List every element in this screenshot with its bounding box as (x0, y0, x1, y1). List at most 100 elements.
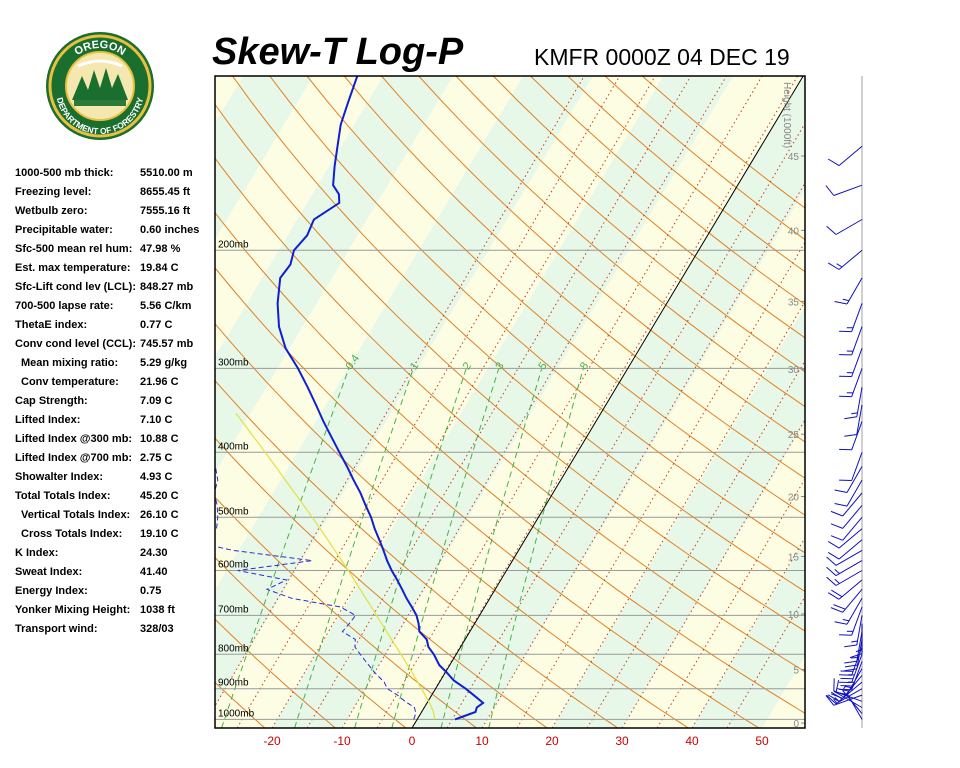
dry-adiabat-line (232, 76, 805, 593)
wind-barb-half-flag (842, 619, 850, 622)
dry-adiabat-line (0, 76, 124, 728)
index-row: Yonker Mixing Height: 1038 ft (15, 604, 215, 623)
wind-barb-staff (835, 560, 863, 577)
mixing-ratio-line (354, 368, 467, 728)
mixing-ratio-line (294, 368, 414, 728)
wind-barb-staff (842, 588, 863, 613)
index-label: Lifted Index @300 mb: (15, 433, 133, 445)
index-value: 26.10 C (140, 509, 179, 521)
wind-barb-half-flag (855, 649, 863, 653)
index-value: 0.60 inches (140, 224, 200, 236)
index-row: Est. max temperature: 19.84 C (15, 262, 215, 281)
wind-barb-staff (856, 387, 863, 417)
wind-barb (830, 516, 863, 541)
dry-adiabat-line (215, 618, 336, 728)
wind-barb-flag (844, 416, 857, 420)
index-row: Freezing level: 8655.45 ft (15, 186, 215, 205)
mixing-ratio-label: 3 (493, 360, 506, 372)
height-tick-label: 25 (788, 430, 800, 441)
dry-adiabat-line (343, 76, 805, 479)
index-row: 700-500 lapse rate: 5.56 C/km (15, 300, 215, 319)
dry-adiabat-line (215, 157, 805, 673)
wind-barb-flag (825, 185, 835, 196)
index-value: 328/03 (140, 623, 174, 635)
wind-barb (827, 579, 863, 600)
index-row: Mean mixing ratio: 5.29 g/kg (15, 357, 215, 376)
mixing-ratio-line (391, 368, 500, 728)
wind-barb (834, 598, 863, 625)
wind-barb (826, 219, 863, 235)
wind-barb-staff (842, 505, 863, 529)
dry-adiabat-line (215, 322, 689, 728)
wind-barb-staff (851, 348, 863, 377)
dry-adiabat-line (215, 496, 477, 728)
wind-barb (827, 539, 863, 560)
height-tick-label: 45 (788, 152, 800, 163)
index-value: 41.40 (140, 566, 168, 578)
wind-barb (839, 348, 863, 377)
index-value: 0.75 (140, 585, 162, 597)
dry-adiabat-line (306, 76, 805, 516)
wind-barb-staff (846, 277, 863, 305)
dry-adiabats (0, 76, 805, 728)
dry-adiabat-line (215, 437, 548, 728)
wind-barb (830, 588, 863, 613)
temperature-tick-label: 50 (755, 734, 769, 748)
index-value: 7555.16 ft (140, 205, 191, 217)
index-value: 8655.45 ft (140, 186, 191, 198)
wind-barb-half-flag (842, 298, 850, 302)
moist-adiabat-line (376, 76, 763, 728)
wind-barb-staff (856, 615, 863, 646)
isobar-label: 500mb (218, 506, 249, 517)
moist-adiabat-line (516, 241, 805, 728)
wind-barb (834, 466, 863, 493)
wind-barb-staff (835, 688, 863, 705)
wind-barb (844, 387, 863, 420)
index-label: Energy Index: (15, 585, 88, 597)
index-label: Est. max temperature: (15, 262, 131, 274)
wind-barb-flag (833, 604, 846, 610)
index-row: Energy Index: 0.75 (15, 585, 215, 604)
moist-adiabat-line (341, 76, 727, 728)
wind-barb-half-flag (836, 263, 843, 268)
moist-adiabat-line (551, 300, 805, 728)
index-value: 2.75 C (140, 452, 173, 464)
wind-barb (844, 615, 863, 648)
index-row: Wetbulb zero: 7555.16 ft (15, 205, 215, 224)
index-row: Sfc-500 mean rel hum: 47.98 % (15, 243, 215, 262)
wind-barb-flag (834, 301, 848, 305)
moist-adiabat-line (271, 76, 656, 728)
index-label: Wetbulb zero: (15, 205, 88, 217)
wind-barb-staff (838, 528, 863, 549)
wind-barb-staff (851, 661, 863, 690)
temperature-band (832, 76, 960, 728)
index-value: 24.30 (140, 547, 168, 559)
dry-adiabat-line (418, 76, 805, 408)
index-row: K Index: 24.30 (15, 547, 215, 566)
index-label: Mean mixing ratio: (21, 357, 119, 369)
moist-adiabat-line (656, 477, 805, 728)
wind-barb-flag (826, 576, 837, 586)
index-label: Showalter Index: (15, 471, 104, 483)
mixing-ratio-label: 8 (578, 360, 591, 372)
station-time-label: KMFR 0000Z 04 DEC 19 (534, 44, 790, 70)
wind-barbs (825, 145, 863, 720)
height-tick-label: 15 (788, 552, 800, 563)
wind-barb-half-flag (851, 640, 858, 643)
temperature-band (0, 76, 173, 728)
mixing-ratio-label: 2 (461, 360, 474, 372)
wind-barb-flag (834, 691, 848, 695)
wind-barb-staff (835, 219, 863, 235)
wind-barb-flag (834, 621, 848, 625)
wind-barb-staff (846, 693, 863, 720)
wind-barb-staff (838, 539, 863, 560)
wind-barb-flag (827, 592, 840, 600)
index-row: Lifted Index @700 mb: 2.75 C (15, 452, 215, 471)
index-value: 745.57 mb (140, 338, 194, 350)
wind-barb-flag (835, 679, 840, 693)
wind-barb (839, 452, 863, 481)
wind-barb-staff (856, 631, 863, 662)
wind-barb-half-flag (844, 685, 852, 689)
height-tick-label: 10 (788, 610, 800, 621)
temperature-tick-label: 0 (409, 734, 416, 748)
